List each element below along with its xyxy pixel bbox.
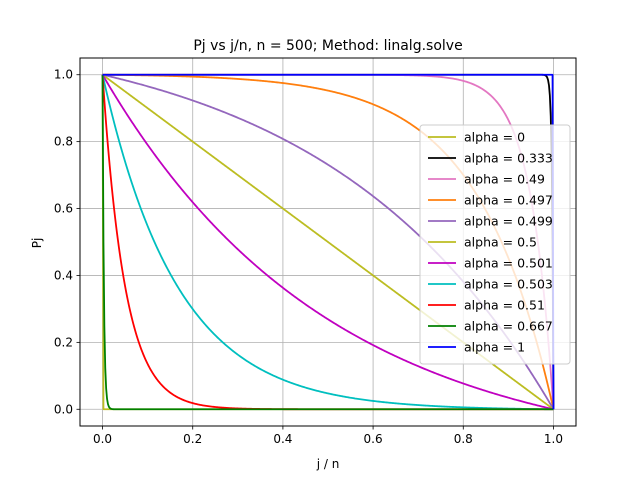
y-tick-label: 0.4 (54, 268, 73, 282)
series-line-7 (101, 74, 554, 411)
x-tick-label: 0.2 (183, 432, 202, 446)
tick-layer: 0.0 0.2 0.4 0.6 0.8 1.0 0.0 0.2 0.4 0.6 0.8 1.0 (54, 68, 563, 446)
y-axis-label: Pj (30, 238, 44, 249)
series-line-9 (101, 74, 554, 411)
plot-frame (79, 57, 577, 427)
chart-title: Pj vs j/n, n = 500; Method: linalg.solve (193, 38, 462, 54)
y-tick-label: 0.8 (54, 135, 73, 149)
y-tick-label: 0.6 (54, 202, 73, 216)
y-tick-label: 0.0 (54, 402, 73, 416)
series-layer (101, 73, 555, 411)
legend: alpha = 0 alpha = 0.333 alpha = 0.49 alpha … (419, 124, 571, 365)
legend-label: alpha = 0.503 (464, 277, 553, 292)
x-tick-label: 0.6 (364, 432, 383, 446)
series-line-10 (102, 73, 555, 410)
legend-frame (419, 124, 571, 365)
legend-label: alpha = 0.49 (464, 172, 545, 187)
legend-label: alpha = 0.501 (464, 256, 553, 271)
y-tick-label: 1.0 (54, 68, 73, 82)
x-tick-label: 0.0 (93, 432, 112, 446)
legend-label: alpha = 0.51 (464, 298, 545, 313)
x-tick-label: 0.4 (273, 432, 292, 446)
x-axis-label: j / n (316, 457, 340, 471)
legend-label: alpha = 0.497 (464, 193, 553, 208)
legend-label: alpha = 0 (464, 130, 525, 145)
legend-label: alpha = 1 (464, 340, 525, 355)
x-tick-label: 0.8 (454, 432, 473, 446)
legend-label: alpha = 0.5 (464, 235, 537, 250)
series-line-6 (101, 74, 554, 411)
legend-label: alpha = 0.499 (464, 214, 553, 229)
y-tick-label: 0.2 (54, 335, 73, 349)
legend-label: alpha = 0.667 (464, 319, 553, 334)
legend-label: alpha = 0.333 (464, 151, 553, 166)
x-tick-label: 1.0 (544, 432, 563, 446)
